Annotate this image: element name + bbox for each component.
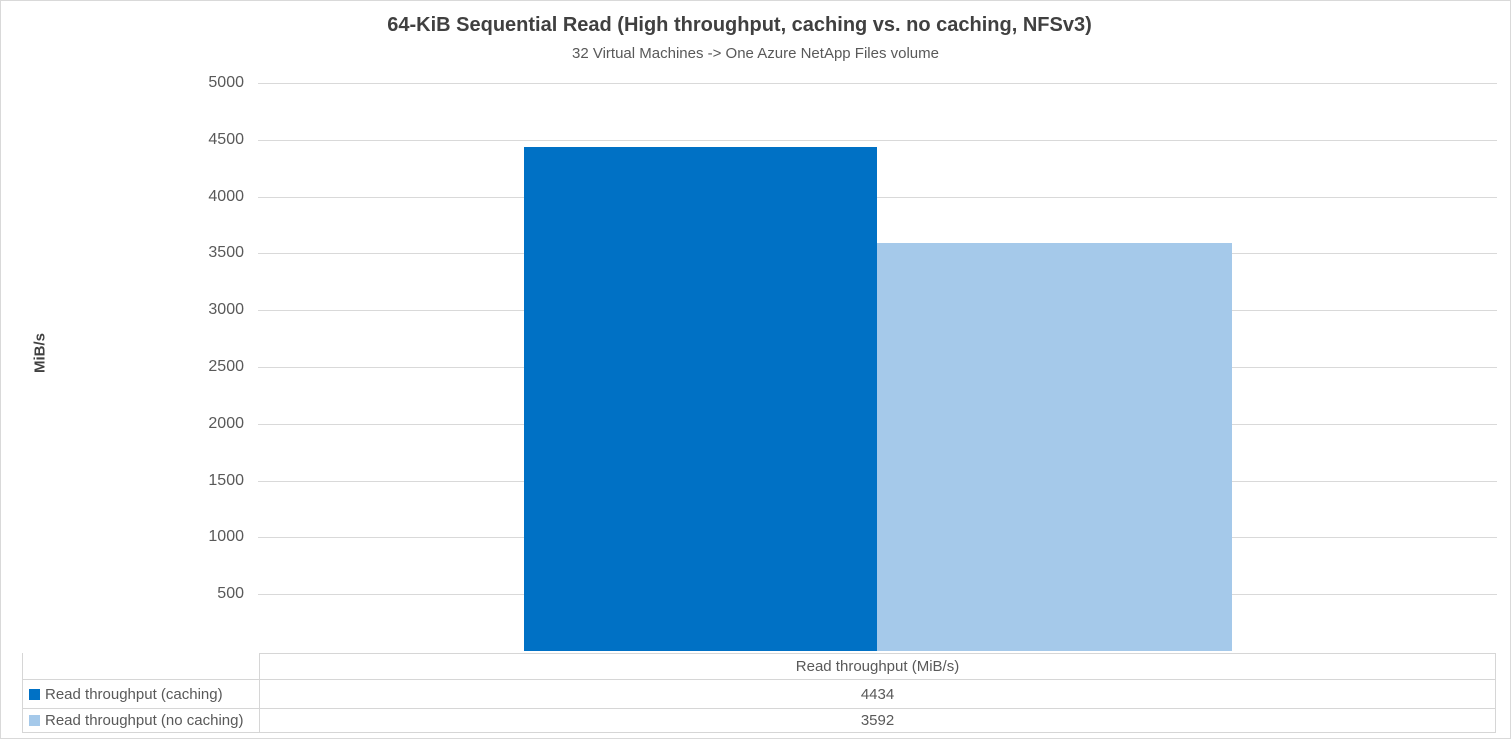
table-corner-cell (23, 653, 260, 680)
y-tick-label: 4000 (208, 187, 244, 205)
y-tick-label: 3000 (208, 301, 244, 319)
chart-title: 64-KiB Sequential Read (High throughput,… (387, 14, 1092, 36)
table-header-cell: Read throughput (MiB/s) (260, 653, 1496, 680)
gridline (258, 139, 1497, 141)
plot-area (258, 83, 1497, 651)
legend-item-read-throughput-no-caching: Read throughput (no caching) (23, 709, 260, 733)
bar-read-throughput-caching (524, 147, 877, 651)
legend-item-read-throughput-caching: Read throughput (caching) (23, 680, 260, 709)
y-axis-title: MiB/s (31, 332, 49, 374)
legend-label: Read throughput (caching) (45, 685, 223, 703)
y-tick-label: 3500 (208, 244, 244, 262)
y-tick-label: 4500 (208, 130, 244, 148)
data-table: Read throughput (MiB/s) Read throughput … (22, 653, 1496, 733)
y-tick-label: 2500 (208, 358, 244, 375)
chart-subtitle: 32 Virtual Machines -> One Azure NetApp … (572, 45, 939, 62)
table-value-cell-read-throughput-no-caching: 3592 (260, 709, 1496, 733)
gridline (258, 83, 1497, 84)
gridline (258, 196, 1497, 198)
legend-label: Read throughput (no caching) (45, 712, 244, 729)
y-tick-label: 1500 (208, 471, 244, 489)
y-tick-label: 5000 (208, 74, 244, 91)
y-tick-label: 500 (217, 585, 244, 603)
y-tick-label: 1000 (208, 528, 244, 546)
bar-read-throughput-no-caching (877, 242, 1232, 651)
y-tick-label: 2000 (208, 414, 244, 432)
legend-swatch-read-throughput-caching (29, 688, 40, 700)
legend-swatch-read-throughput-no-caching (29, 715, 40, 726)
table-value-cell-read-throughput-caching: 4434 (260, 680, 1496, 709)
